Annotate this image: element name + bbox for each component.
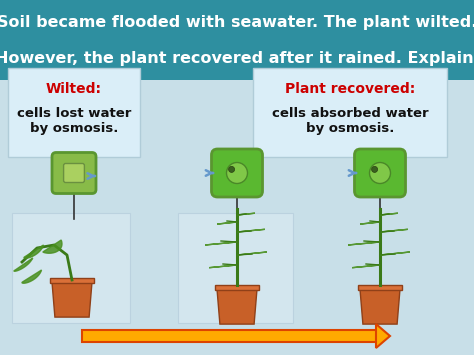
FancyBboxPatch shape bbox=[8, 68, 140, 157]
Polygon shape bbox=[209, 265, 237, 268]
Polygon shape bbox=[360, 222, 380, 224]
Text: Plant recovered:: Plant recovered: bbox=[285, 82, 415, 96]
Text: cells lost water
by osmosis.: cells lost water by osmosis. bbox=[17, 106, 131, 135]
Polygon shape bbox=[43, 240, 62, 253]
Circle shape bbox=[228, 166, 235, 173]
Polygon shape bbox=[380, 213, 398, 215]
Polygon shape bbox=[348, 242, 380, 245]
Polygon shape bbox=[380, 229, 408, 232]
FancyBboxPatch shape bbox=[52, 153, 96, 193]
Circle shape bbox=[370, 163, 391, 184]
FancyBboxPatch shape bbox=[178, 213, 293, 323]
Polygon shape bbox=[24, 245, 44, 258]
Polygon shape bbox=[360, 286, 400, 324]
Bar bbox=[358, 285, 401, 290]
FancyBboxPatch shape bbox=[12, 213, 130, 323]
FancyBboxPatch shape bbox=[64, 164, 84, 182]
FancyBboxPatch shape bbox=[211, 149, 263, 197]
Bar bbox=[215, 285, 259, 290]
Polygon shape bbox=[217, 222, 237, 224]
Polygon shape bbox=[352, 265, 380, 268]
Polygon shape bbox=[217, 286, 257, 324]
Polygon shape bbox=[205, 242, 237, 245]
FancyBboxPatch shape bbox=[355, 149, 405, 197]
Text: However, the plant recovered after it rained. Explain.: However, the plant recovered after it ra… bbox=[0, 50, 474, 66]
Bar bbox=[50, 278, 93, 283]
Circle shape bbox=[227, 163, 247, 184]
Bar bbox=[0, 0, 474, 80]
Polygon shape bbox=[237, 229, 265, 232]
Polygon shape bbox=[237, 252, 267, 255]
Bar bbox=[82, 330, 378, 342]
Polygon shape bbox=[376, 324, 390, 348]
Polygon shape bbox=[14, 258, 33, 271]
Text: cells absorbed water
by osmosis.: cells absorbed water by osmosis. bbox=[272, 106, 428, 135]
Polygon shape bbox=[380, 252, 410, 255]
Circle shape bbox=[372, 166, 378, 173]
Polygon shape bbox=[237, 213, 255, 215]
Text: Soil became flooded with seawater. The plant wilted.: Soil became flooded with seawater. The p… bbox=[0, 15, 474, 29]
Text: Wilted:: Wilted: bbox=[46, 82, 102, 96]
Polygon shape bbox=[52, 279, 92, 317]
FancyBboxPatch shape bbox=[253, 68, 447, 157]
Polygon shape bbox=[22, 270, 42, 283]
